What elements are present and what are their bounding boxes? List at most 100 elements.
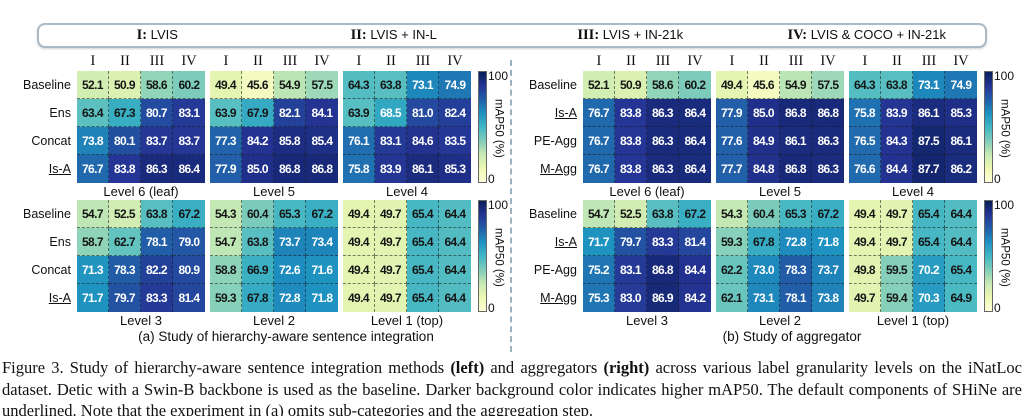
heatmap-cell: 49.7 — [848, 284, 881, 312]
heatmap-grid: 49.4 49.7 65.4 64.4 49.4 49.7 65.4 64.4 49.4 49.7… — [342, 200, 471, 312]
heatmap-cell: 72.6 — [273, 256, 306, 284]
heatmap-cell: 83.1 — [172, 99, 205, 127]
heatmap-cell: 82.4 — [438, 99, 471, 127]
colorbar-min-tick: 0 — [487, 300, 495, 315]
colorbar-max-tick: 100 — [993, 198, 1014, 212]
heatmap-cell: 62.1 — [715, 284, 748, 312]
heatmap-cell: 78.1 — [140, 228, 173, 256]
column-header: I — [596, 53, 602, 69]
heatmap-cell: 86.2 — [944, 155, 977, 183]
column-header: III — [921, 53, 937, 69]
heatmap-cell: 64.9 — [944, 284, 977, 312]
heatmap-cell: 77.7 — [715, 155, 748, 183]
heatmap-cell: 64.3 — [848, 71, 881, 99]
heatmap-grid: 49.4 45.6 54.9 57.5 63.9 67.9 82.1 84.1 77.3 84.2… — [209, 71, 338, 183]
heatmap-cell: 65.4 — [912, 228, 945, 256]
heatmap-cell: 52.5 — [614, 200, 647, 228]
heatmap-cell: 78.1 — [779, 284, 812, 312]
heatmap-cell: 80.9 — [172, 256, 205, 284]
banner-item: I: LVIS — [39, 27, 276, 44]
heatmap-cell: 84.6 — [406, 127, 439, 155]
heatmap-cell: 50.9 — [614, 71, 647, 99]
heatmap-cell: 65.4 — [406, 200, 439, 228]
caption-bold-segment: (right) — [603, 358, 650, 377]
colorbar-axis-label: mAP50 (%) — [492, 98, 505, 158]
heatmap-cell: 83.1 — [374, 127, 407, 155]
heatmap-cell: 54.7 — [76, 200, 109, 228]
heatmap-cell: 52.1 — [582, 71, 615, 99]
level-label: Level 2 — [253, 313, 295, 328]
heatmap-cell: 73.8 — [811, 284, 844, 312]
colorbar-axis-label: mAP50 (%) — [492, 227, 505, 287]
banner-item: II: LVIS + IN-L — [276, 27, 513, 44]
colorbar: 100 mAP50 (%) 0 — [477, 69, 508, 185]
heatmap-cell: 83.7 — [172, 127, 205, 155]
column-header: II — [253, 53, 263, 69]
row-label-is-a: Is-A — [554, 106, 577, 120]
heatmap-cell: 83.8 — [614, 99, 647, 127]
heatmap-cell: 63.8 — [140, 200, 173, 228]
column-header: IV — [820, 53, 836, 69]
heatmap-cell: 74.9 — [944, 71, 977, 99]
heatmap-cell: 49.4 — [342, 200, 375, 228]
column-header: IV — [953, 53, 969, 69]
heatmap-cell: 52.5 — [108, 200, 141, 228]
column-headers: I II III IV — [343, 54, 471, 71]
heatmap-cell: 72.8 — [779, 228, 812, 256]
heatmap-cell: 49.4 — [342, 228, 375, 256]
heatmap-cell: 83.0 — [614, 284, 647, 312]
banner-label: LVIS — [147, 27, 178, 42]
heatmap-cell: 67.3 — [108, 99, 141, 127]
heatmap-level-5-b: I II III IV 49.4 45.6 54.9 57.5 77.9 85.0 86.8 86.8… — [715, 53, 844, 200]
heatmap-cell: 58.6 — [140, 71, 173, 99]
heatmap-cell: 87.5 — [912, 127, 945, 155]
heatmap-cell: 59.5 — [880, 256, 913, 284]
row-label-pe-agg: PE-Agg — [533, 134, 577, 148]
heatmap-cell: 71.3 — [76, 256, 109, 284]
heatmap-grid: 64.3 63.8 73.1 74.9 63.9 68.5 81.0 82.4 76.1 83.1… — [342, 71, 471, 183]
column-headers: I II III IV — [210, 54, 338, 71]
heatmap-cell: 84.9 — [747, 127, 780, 155]
colorbar-max-tick: 100 — [487, 69, 508, 83]
heatmap-cell: 86.9 — [646, 284, 679, 312]
heatmap-cell: 71.8 — [305, 284, 338, 312]
row-labels-column: Baseline Is-A PE-Agg M-Agg — [514, 200, 583, 312]
heatmap-cell: 52.1 — [76, 71, 109, 99]
heatmap-cell: 45.6 — [747, 71, 780, 99]
heatmap-cell: 64.4 — [438, 228, 471, 256]
heatmap-cell: 86.3 — [646, 155, 679, 183]
heatmap-cell: 73.0 — [747, 256, 780, 284]
heatmap-cell: 67.2 — [305, 200, 338, 228]
banner-item: IV: LVIS & COCO + IN-21k — [749, 27, 986, 44]
banner-numeral: II: — [350, 27, 367, 43]
heatmap-cell: 73.1 — [747, 284, 780, 312]
colorbar-min-tick: 0 — [993, 300, 1001, 315]
heatmap-cell: 62.2 — [715, 256, 748, 284]
level-label: Level 3 — [120, 313, 162, 328]
caption-segment: and aggregators — [484, 358, 604, 377]
heatmap-cell: 49.7 — [374, 200, 407, 228]
heatmap-cell: 86.4 — [678, 155, 711, 183]
heatmap-cell: 76.1 — [342, 127, 375, 155]
heatmap-cell: 86.8 — [305, 155, 338, 183]
column-header: I — [356, 53, 362, 69]
banner-numeral: I: — [136, 27, 148, 43]
heatmap-cell: 73.7 — [273, 228, 306, 256]
colorbar-labels: 100 mAP50 (%) 0 — [487, 69, 508, 185]
heatmap-cell: 75.3 — [582, 284, 615, 312]
heatmap-cell: 83.8 — [614, 155, 647, 183]
heatmap-cell: 73.1 — [406, 71, 439, 99]
heatmap-cell: 65.4 — [406, 284, 439, 312]
heatmap-cell: 67.9 — [241, 99, 274, 127]
heatmap-cell: 45.6 — [241, 71, 274, 99]
column-header: III — [282, 53, 298, 69]
heatmap-grid: 52.1 50.9 58.6 60.2 76.7 83.8 86.3 86.4 76.7 83.8… — [582, 71, 711, 183]
heatmap-cell: 86.3 — [646, 99, 679, 127]
caption-segment: Figure 3. Study of hierarchy-aware sente… — [2, 358, 451, 377]
heatmap-cell: 73.7 — [811, 256, 844, 284]
heatmap-grid: 54.7 52.5 63.8 67.2 71.7 79.7 83.3 81.4 75.2 83.1… — [582, 200, 711, 312]
heatmap-level-1-top-b: 49.4 49.7 65.4 64.4 49.4 49.7 65.4 64.4 49.8 59.5… — [848, 200, 977, 329]
colorbar-max-tick: 100 — [487, 198, 508, 212]
heatmap-cell: 65.4 — [406, 256, 439, 284]
heatmap-cell: 63.8 — [241, 228, 274, 256]
